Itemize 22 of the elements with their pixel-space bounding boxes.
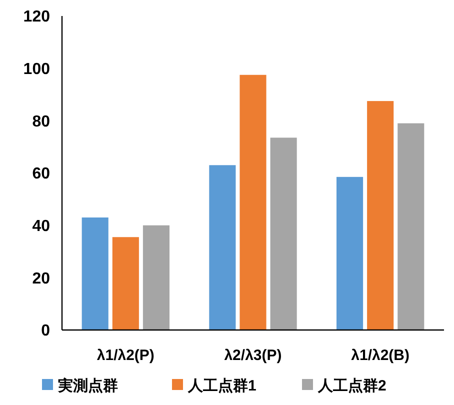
x-tick-label: λ1/λ2(B) [351, 347, 410, 364]
bar [398, 123, 424, 330]
y-tick-label: 120 [23, 8, 50, 26]
bar [270, 138, 297, 330]
bar [209, 165, 236, 330]
y-tick-label: 100 [23, 60, 50, 78]
x-tick-label: λ2/λ3(P) [224, 347, 282, 364]
bar [82, 217, 108, 330]
x-tick-label: λ1/λ2(P) [96, 347, 154, 364]
legend-label: 人工点群2 [317, 377, 386, 394]
legend-label: 人工点群1 [187, 377, 256, 394]
y-tick-label: 80 [32, 113, 50, 130]
y-tick-label: 40 [32, 218, 50, 235]
legend-label: 実測点群 [57, 376, 118, 394]
y-tick-label: 60 [32, 166, 50, 183]
y-tick-label: 20 [32, 270, 50, 288]
bar [367, 101, 394, 330]
bar [336, 176, 364, 330]
bar [142, 225, 170, 330]
y-tick-label: 0 [41, 322, 50, 340]
bar [112, 237, 139, 330]
bar [240, 74, 266, 330]
